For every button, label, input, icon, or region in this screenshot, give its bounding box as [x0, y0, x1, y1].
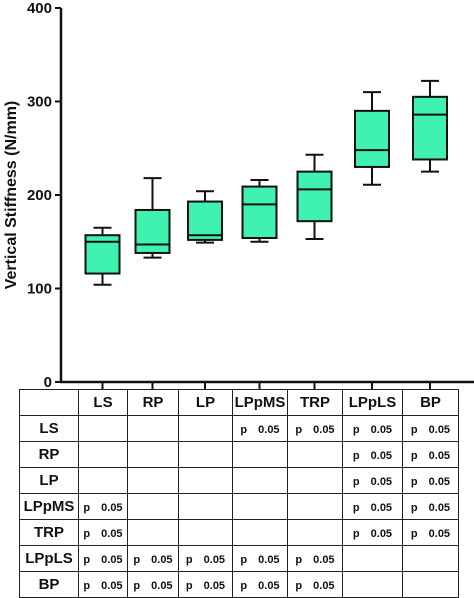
- table-cell: [178, 467, 233, 494]
- table-column-header: LP: [178, 389, 233, 416]
- table-row: LS p 0.05 p 0.05 p 0.05 p 0.05: [19, 415, 459, 442]
- table-cell: p 0.05: [287, 545, 343, 572]
- iqr-box: [187, 200, 223, 241]
- box-ls: [84, 226, 121, 286]
- box-bp: [412, 79, 448, 173]
- table-cell: p 0.05: [402, 415, 459, 442]
- table-cell: p 0.05: [78, 493, 128, 520]
- table-cell: [232, 493, 288, 520]
- table-row-header: RP: [19, 441, 79, 468]
- table-cell: [127, 519, 179, 546]
- table-cell: [178, 519, 233, 546]
- table-cell: [78, 441, 128, 468]
- table-column-header: RP: [127, 389, 179, 416]
- table-cell: [127, 415, 179, 442]
- table-row-header: LPpMS: [19, 493, 79, 520]
- table-cell: p 0.05: [232, 545, 288, 572]
- table-cell: [402, 545, 459, 572]
- table-cell: p 0.05: [342, 519, 403, 546]
- table-corner-cell: [19, 389, 79, 416]
- y-axis-label: Vertical Stiffness (N/mm): [3, 101, 20, 290]
- y-tick-label: 200: [27, 187, 52, 204]
- table-cell: p 0.05: [402, 493, 459, 520]
- table-row-header: LS: [19, 415, 79, 442]
- table-cell: p 0.05: [78, 545, 128, 572]
- table-cell: p 0.05: [402, 467, 459, 494]
- box-plot-chart: 0 100 200 300 400 Vertical Stiffness (N/mm): [3, 0, 474, 390]
- table-cell: [287, 493, 343, 520]
- table-cell: p 0.05: [232, 415, 288, 442]
- table-cell: [78, 467, 128, 494]
- table-cell: [342, 545, 403, 572]
- table-cell: p 0.05: [78, 519, 128, 546]
- table-cell: [127, 441, 179, 468]
- table-cell: [232, 519, 288, 546]
- iqr-box: [412, 95, 448, 161]
- table-column-header: TRP: [287, 389, 343, 416]
- y-tick-label: 300: [27, 94, 52, 111]
- iqr-box: [241, 185, 278, 240]
- table-row: TRP p 0.05 p 0.05 p 0.05: [19, 519, 459, 546]
- table-cell: p 0.05: [402, 441, 459, 468]
- table-column-header: LPpMS: [232, 389, 288, 416]
- table-cell: [178, 415, 233, 442]
- y-tick-label: 100: [27, 281, 52, 298]
- table-cell: p 0.05: [342, 441, 403, 468]
- significance-table: LS RP LP LPpMS TRP LPpLS BP LS p 0.05 p 0.…: [19, 389, 459, 598]
- table-cell: p 0.05: [127, 545, 179, 572]
- box-lppms: [241, 179, 278, 243]
- table-row: RP p 0.05 p 0.05: [19, 441, 459, 468]
- table-cell: [127, 467, 179, 494]
- table-cell: p 0.05: [342, 415, 403, 442]
- iqr-box: [354, 109, 390, 168]
- box-trp: [296, 153, 333, 240]
- table-row-header: LPpLS: [19, 545, 79, 572]
- table-row-header: LP: [19, 467, 79, 494]
- table-row: LPpMS p 0.05 p 0.05 p 0.05: [19, 493, 459, 520]
- table-cell: [78, 415, 128, 442]
- table-column-header: LPpLS: [342, 389, 403, 416]
- table-cell: [232, 467, 288, 494]
- table-cell: [178, 493, 233, 520]
- box-lppls: [354, 91, 390, 186]
- box-series: [84, 79, 448, 286]
- table-cell: [178, 441, 233, 468]
- x-axis-ticks: [101, 382, 431, 389]
- table-cell: p 0.05: [402, 519, 459, 546]
- y-tick-label: 0: [44, 374, 52, 390]
- table-cell: p 0.05: [232, 571, 288, 598]
- box-rp: [134, 177, 171, 259]
- table-row: LP p 0.05 p 0.05: [19, 467, 459, 494]
- iqr-box: [134, 208, 171, 254]
- table-column-header: BP: [402, 389, 459, 416]
- table-column-header: LS: [78, 389, 128, 416]
- table-cell: [232, 441, 288, 468]
- table-cell: [287, 519, 343, 546]
- y-axis-ticks: 0 100 200 300 400: [27, 0, 61, 390]
- significance-table-header-row: LS RP LP LPpMS TRP LPpLS BP: [19, 389, 459, 416]
- table-cell: [287, 441, 343, 468]
- table-cell: [127, 493, 179, 520]
- y-tick-label: 400: [27, 0, 52, 17]
- table-cell: p 0.05: [342, 493, 403, 520]
- box-lp: [187, 190, 223, 244]
- table-cell: [287, 467, 343, 494]
- iqr-box: [296, 170, 333, 223]
- table-cell: p 0.05: [287, 415, 343, 442]
- table-row: LPpLS p 0.05 p 0.05 p 0.05 p 0.05 p 0.05: [19, 545, 459, 572]
- table-cell: p 0.05: [178, 545, 233, 572]
- table-row-header: TRP: [19, 519, 79, 546]
- table-cell: p 0.05: [342, 467, 403, 494]
